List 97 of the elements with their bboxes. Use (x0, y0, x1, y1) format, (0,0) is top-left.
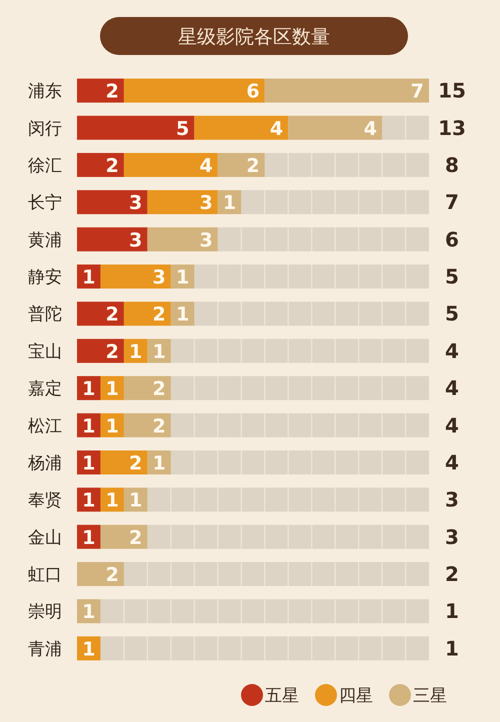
y-tick-label: 普陀 (28, 304, 62, 325)
bar (147, 190, 218, 214)
data-label: 3 (199, 229, 213, 252)
data-label: 1 (82, 415, 96, 438)
data-label: 1 (176, 266, 190, 289)
data-label: 2 (152, 378, 166, 400)
text: 8 (445, 152, 459, 177)
data-label: 1 (106, 490, 119, 512)
data-label: 1 (129, 340, 142, 363)
bar (100, 450, 148, 474)
text: 1 (445, 599, 459, 624)
data-label: 5 (176, 118, 190, 140)
data-label: 1 (129, 490, 142, 512)
legend-label: 三星 (413, 686, 447, 706)
bar (77, 302, 124, 326)
bar (100, 264, 171, 289)
data-label: 1 (82, 266, 96, 289)
bar (77, 338, 124, 363)
data-label: 3 (129, 192, 142, 214)
text: 5 (445, 302, 459, 326)
data-label: 1 (176, 304, 190, 326)
data-label: 2 (129, 526, 142, 549)
data-label: 2 (106, 80, 119, 103)
chart-title: 星级影院各区数量 (178, 26, 330, 48)
y-tick-label: 虹口 (28, 565, 62, 586)
bar (264, 78, 429, 103)
data-label: 2 (129, 452, 142, 474)
text: 2 (445, 562, 459, 586)
text: 4 (445, 450, 459, 474)
bar (124, 302, 171, 326)
data-label: 1 (106, 378, 119, 400)
y-tick-label: 青浦 (28, 639, 62, 660)
data-label: 2 (246, 154, 260, 177)
text: 1 (445, 636, 459, 660)
text: 3 (445, 524, 459, 549)
bar (124, 152, 218, 177)
y-tick-label: 静安 (28, 268, 62, 288)
legend-label: 四星 (339, 686, 373, 706)
data-label: 3 (152, 266, 166, 289)
y-tick-label: 奉贤 (28, 490, 62, 511)
bar (77, 227, 148, 252)
legend-label: 五星 (265, 686, 299, 706)
data-label: 1 (82, 601, 96, 624)
text: 5 (445, 264, 459, 289)
data-label: 1 (82, 490, 96, 512)
data-label: 1 (152, 452, 166, 474)
data-label: 6 (246, 80, 260, 103)
text: 13 (438, 116, 466, 140)
bar (124, 413, 171, 438)
data-label: 2 (106, 304, 119, 326)
bar (194, 116, 288, 140)
bar (77, 190, 148, 214)
y-tick-label: 金山 (28, 528, 62, 548)
data-label: 7 (410, 80, 424, 103)
y-tick-label: 长宁 (28, 193, 62, 214)
text: 4 (445, 413, 459, 438)
data-label: 1 (82, 452, 96, 474)
text: 4 (445, 338, 459, 363)
bar (77, 152, 124, 177)
text: 15 (438, 78, 466, 103)
data-label: 1 (82, 638, 96, 660)
data-label: 1 (222, 192, 236, 214)
data-label: 1 (152, 340, 166, 363)
data-label: 4 (199, 154, 213, 177)
y-tick-label: 杨浦 (27, 453, 62, 474)
text: 4 (445, 376, 459, 400)
title: 星级影院各区数量 (100, 17, 408, 55)
data-label: 1 (82, 526, 96, 549)
bar (218, 152, 265, 177)
bar (77, 116, 194, 140)
text: 3 (445, 488, 459, 512)
data-label: 1 (82, 378, 96, 400)
data-label: 2 (106, 154, 119, 177)
bar (77, 78, 124, 103)
bar (124, 78, 265, 103)
data-label: 1 (106, 415, 119, 438)
data-label: 3 (199, 192, 213, 214)
y-tick-label: 松江 (28, 416, 62, 436)
data-label: 4 (364, 118, 377, 140)
y-tick-label: 徐汇 (28, 156, 62, 176)
text: 6 (445, 227, 459, 252)
data-label: 2 (106, 340, 119, 363)
y-tick-label: 宝山 (28, 342, 62, 362)
y-tick-label: 崇明 (28, 602, 62, 622)
y-tick-label: 闵行 (28, 118, 62, 139)
text: 7 (445, 190, 459, 214)
data-label: 4 (270, 118, 284, 140)
data-label: 2 (106, 564, 119, 586)
y-tick-label: 浦东 (28, 82, 62, 102)
data-label: 3 (129, 229, 142, 252)
data-label: 2 (152, 304, 166, 326)
data-label: 2 (152, 415, 166, 438)
bar (124, 376, 171, 400)
y-tick-label: 嘉定 (28, 379, 62, 400)
y-tick-label: 黄浦 (28, 230, 62, 250)
bar (100, 524, 148, 549)
bar (77, 562, 124, 586)
